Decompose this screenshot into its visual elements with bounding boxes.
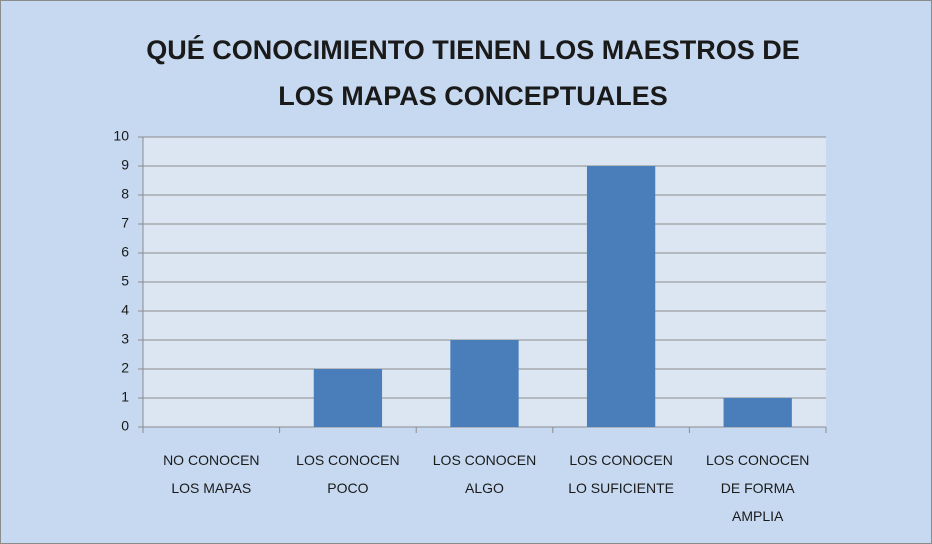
y-tick-label: 0 <box>121 418 129 434</box>
y-tick-label: 8 <box>121 186 129 202</box>
bar <box>450 340 519 427</box>
y-tick-label: 3 <box>121 331 129 347</box>
y-tick-label: 9 <box>121 157 129 173</box>
x-tick-label: LOS CONOCEN DE FORMA AMPLIA <box>706 452 809 524</box>
y-tick-label: 6 <box>121 244 129 260</box>
chart-title: QUÉ CONOCIMIENTO TIENEN LOS MAESTROS DE L… <box>146 34 800 111</box>
y-tick-label: 5 <box>121 273 129 289</box>
y-tick-label: 7 <box>121 215 129 231</box>
x-tick-label: NO CONOCEN LOS MAPAS <box>163 452 259 496</box>
bar <box>586 166 656 427</box>
y-tick-label: 10 <box>113 128 129 144</box>
bar <box>313 369 383 427</box>
y-tick-label: 2 <box>121 360 129 376</box>
x-tick-label: LOS CONOCEN LO SUFICIENTE <box>568 452 674 496</box>
bar <box>723 398 792 427</box>
x-tick-label: LOS CONOCEN POCO <box>296 452 399 496</box>
x-tick-label: LOS CONOCEN ALGO <box>433 452 536 496</box>
y-tick-label: 1 <box>121 389 129 405</box>
y-tick-label: 4 <box>121 302 129 318</box>
